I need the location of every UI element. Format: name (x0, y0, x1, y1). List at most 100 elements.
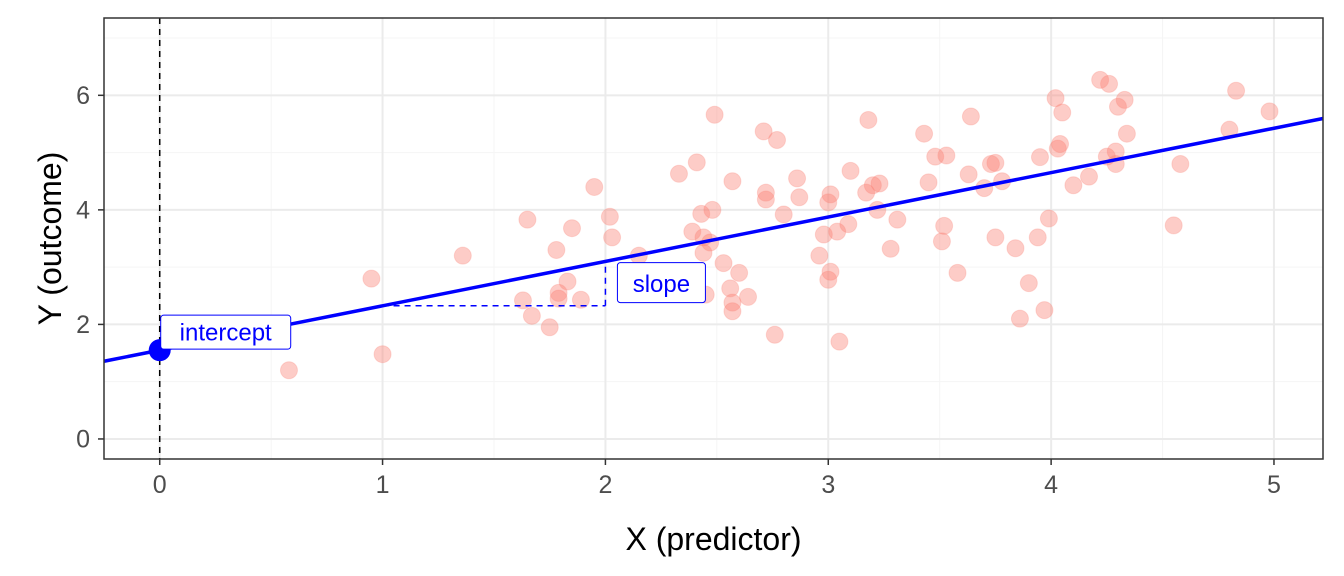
data-point (756, 183, 775, 202)
data-point (1028, 228, 1047, 247)
annotations: intercept slope (103, 18, 1324, 459)
data-point (518, 210, 537, 229)
data-point (1100, 74, 1119, 93)
data-point (453, 246, 472, 265)
data-point (915, 124, 934, 143)
slope-label-box (616, 262, 706, 304)
data-point (723, 302, 742, 321)
data-point (888, 210, 907, 229)
data-point (540, 318, 559, 337)
data-point (1227, 81, 1246, 100)
data-point (547, 240, 566, 259)
data-point (739, 287, 758, 306)
intercept-label: intercept (180, 320, 272, 347)
data-point (756, 190, 775, 209)
data-points (279, 70, 1279, 380)
data-point (1051, 135, 1070, 153)
data-point (863, 176, 882, 195)
data-point (935, 216, 954, 235)
y-tick-label: 4 (76, 197, 90, 225)
y-tick-label: 6 (76, 82, 90, 110)
data-point (1039, 209, 1058, 228)
x-tick-label: 3 (821, 471, 835, 499)
grid (104, 18, 1323, 459)
data-point (721, 279, 740, 298)
data-point (1064, 176, 1083, 195)
data-point (558, 272, 577, 291)
data-point (373, 345, 392, 364)
data-point (562, 219, 581, 238)
data-point (1164, 216, 1183, 235)
data-point (571, 290, 590, 309)
data-point (522, 306, 541, 325)
data-point (857, 183, 876, 202)
data-point (1080, 167, 1099, 186)
data-point (981, 155, 1000, 174)
data-point (362, 269, 381, 288)
data-point (703, 200, 722, 219)
data-point (830, 332, 849, 351)
data-point (723, 293, 742, 312)
data-point (714, 254, 733, 273)
data-point (669, 164, 688, 183)
data-point (810, 246, 829, 265)
data-point (513, 291, 532, 310)
data-point (279, 361, 298, 380)
data-point (549, 289, 568, 308)
data-point (814, 225, 833, 244)
data-point (1019, 274, 1038, 293)
y-axis-title: Y (outcome) (32, 152, 68, 326)
intercept-label-box (160, 314, 292, 350)
axis-ticks: 0 1 2 3 4 5 0 2 4 6 (76, 82, 1281, 499)
data-point (932, 232, 951, 251)
data-point (881, 239, 900, 258)
x-tick-label: 4 (1044, 471, 1058, 499)
data-point (937, 146, 956, 165)
x-tick-label: 0 (153, 471, 167, 499)
data-point (870, 174, 889, 193)
data-point (821, 262, 840, 281)
data-point (788, 169, 807, 188)
slope-label: slope (633, 271, 690, 298)
data-point (1171, 155, 1190, 174)
data-point (1108, 97, 1127, 116)
data-point (1030, 148, 1049, 167)
panel-border (103, 17, 1324, 460)
data-point (948, 263, 967, 282)
data-point (859, 110, 878, 129)
data-point (790, 188, 809, 207)
data-point (600, 207, 619, 226)
data-point (961, 107, 980, 126)
x-axis-title: X (predictor) (625, 521, 801, 557)
y-tick-label: 2 (76, 311, 90, 339)
data-point (754, 122, 773, 141)
regression-line (103, 116, 1324, 363)
data-point (723, 172, 742, 191)
data-point (705, 105, 724, 124)
x-tick-label: 1 (376, 471, 390, 499)
data-point (730, 263, 749, 282)
data-point (819, 193, 838, 212)
data-point (1117, 124, 1136, 143)
data-point (841, 161, 860, 180)
data-point (774, 205, 793, 224)
data-point (603, 228, 622, 247)
data-point (986, 153, 1005, 172)
data-point (1053, 103, 1072, 122)
data-point (768, 130, 787, 149)
data-point (959, 165, 978, 184)
x-tick-label: 2 (598, 471, 612, 499)
data-point (926, 147, 945, 166)
data-point (828, 222, 847, 241)
data-point (683, 222, 702, 241)
data-point (1010, 309, 1029, 328)
data-point (694, 243, 713, 262)
y-tick-label: 0 (76, 426, 90, 454)
data-point (839, 215, 858, 234)
data-point (1046, 89, 1065, 108)
data-point (821, 185, 840, 204)
data-point (819, 270, 838, 289)
data-point (986, 228, 1005, 247)
data-point (1115, 90, 1134, 109)
data-point (687, 153, 706, 172)
